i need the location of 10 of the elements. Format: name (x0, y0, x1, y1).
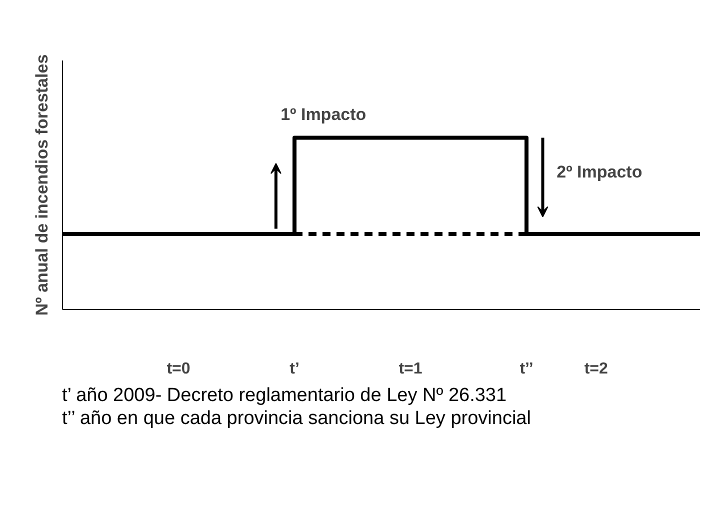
text: t’ año 2009- Decreto reglamentario de Ley Nº 26.331 (62, 385, 507, 406)
text: t’’ año en que cada provincia sanciona su Ley provincial (62, 408, 531, 429)
x-tick-label: t’’ (520, 360, 534, 378)
x-tick-label: t’ (290, 360, 300, 378)
x-tick-label: t=2 (584, 360, 608, 378)
x-tick-label: t=0 (166, 360, 190, 378)
y-axis-title: Nº anual de incendios forestales (32, 54, 52, 316)
annotation: 2º Impacto (556, 162, 642, 182)
annotation: 1º Impacto (280, 105, 366, 124)
x-tick-label: t=1 (398, 360, 422, 378)
